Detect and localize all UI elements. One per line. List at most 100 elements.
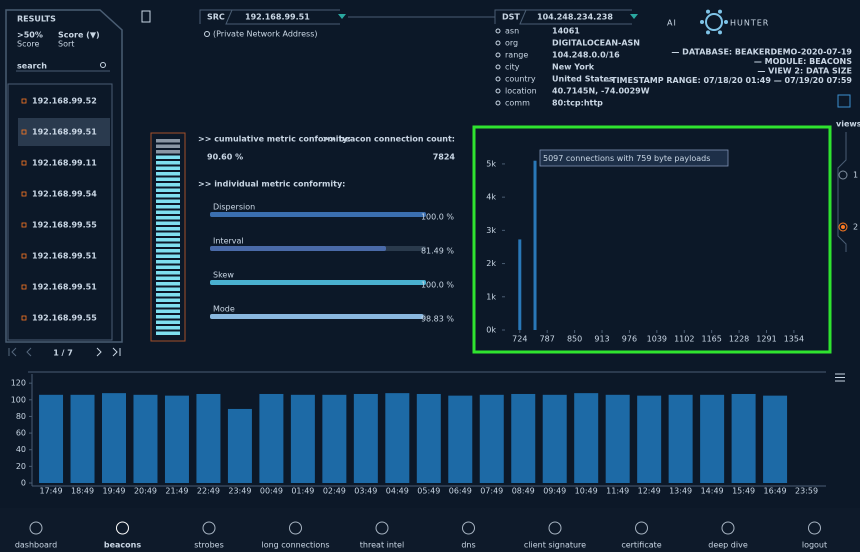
x-tick-label: 08:49: [512, 487, 535, 496]
y-tick-label: 80: [16, 412, 26, 421]
x-tick-label: 1354: [784, 335, 804, 344]
nav-item[interactable]: beacons: [104, 541, 141, 550]
detail-bullet: [495, 28, 501, 34]
result-ip[interactable]: 192.168.99.55: [32, 314, 97, 323]
logo-left: AI: [667, 19, 677, 28]
result-ip[interactable]: 192.168.99.51: [32, 128, 97, 137]
nav-icon[interactable]: [116, 521, 129, 535]
result-ip[interactable]: 192.168.99.55: [32, 221, 97, 230]
gauge-segment: [156, 166, 180, 170]
x-tick-label: 724: [512, 335, 527, 344]
nav-item[interactable]: certificate: [621, 541, 661, 550]
view-option[interactable]: [838, 170, 848, 180]
result-ip[interactable]: 192.168.99.52: [32, 97, 97, 106]
bar: [637, 395, 662, 483]
gauge-segment: [156, 227, 180, 231]
nav-icon[interactable]: [548, 521, 562, 535]
search-input[interactable]: search: [17, 62, 47, 71]
bar: [290, 394, 315, 483]
src-filter-icon[interactable]: [338, 14, 346, 19]
nav-item[interactable]: strobes: [194, 541, 223, 550]
bar: [133, 394, 158, 483]
src-note: (Private Network Address): [213, 30, 317, 39]
gauge-segment: [156, 144, 180, 148]
gauge-segment: [156, 150, 180, 154]
nav-item[interactable]: dashboard: [15, 541, 57, 550]
result-ip[interactable]: 192.168.99.11: [32, 159, 97, 168]
gauge-segment: [156, 320, 180, 324]
detail-value: New York: [552, 63, 595, 72]
histogram-bar: [518, 239, 522, 330]
cumulative-value: 90.60 %: [207, 153, 243, 162]
x-tick-label: 787: [540, 335, 555, 344]
y-tick-label: 100: [11, 395, 26, 404]
gauge-segment: [156, 309, 180, 313]
detail-value: United States: [552, 75, 614, 84]
detail-key: city: [505, 63, 520, 72]
page-next[interactable]: [96, 347, 102, 357]
list-view-button[interactable]: [837, 94, 851, 108]
nav-icon[interactable]: [375, 521, 389, 535]
bar: [511, 393, 536, 483]
filter-value[interactable]: >50%: [17, 31, 43, 40]
logo-icon-node: [724, 20, 728, 24]
nav-item[interactable]: logout: [802, 541, 827, 550]
detail-value: 40.7145N, -74.0029W: [552, 87, 650, 96]
x-tick-label: 11:49: [606, 487, 629, 496]
dst-filter-icon[interactable]: [630, 14, 638, 19]
row-bullet: [21, 98, 27, 104]
nav-icon[interactable]: [202, 521, 216, 535]
detail-value: 14061: [552, 27, 580, 36]
gauge-segment: [156, 238, 180, 242]
gauge-segment: [156, 139, 180, 143]
nav-icon[interactable]: [462, 521, 475, 535]
nav-item[interactable]: long connections: [261, 541, 329, 550]
gauge-segment: [156, 243, 180, 247]
filter-value[interactable]: Score (▼): [58, 31, 100, 40]
bar: [259, 393, 284, 483]
view-option[interactable]: [838, 222, 848, 232]
bar: [39, 394, 64, 483]
nav-item[interactable]: client signature: [524, 541, 586, 550]
individual-label: >> individual metric conformity:: [198, 180, 345, 189]
page-prev[interactable]: [26, 347, 32, 357]
gauge-segment: [156, 271, 180, 275]
x-tick-label: 1102: [674, 335, 694, 344]
views-rail: [837, 132, 847, 252]
x-tick-label: 10:49: [575, 487, 598, 496]
nav-icon[interactable]: [808, 521, 821, 535]
result-ip[interactable]: 192.168.99.54: [32, 190, 97, 199]
dst-label: DST: [502, 13, 520, 22]
logo-icon-node: [706, 9, 710, 14]
cumulative-label: >> cumulative metric conformity:: [198, 135, 351, 144]
views-label: views: [836, 120, 860, 129]
result-ip[interactable]: 192.168.99.51: [32, 283, 97, 292]
page-first[interactable]: [8, 347, 17, 357]
nav-icon[interactable]: [29, 521, 43, 535]
page-last[interactable]: [112, 347, 121, 357]
gauge-segment: [156, 221, 180, 225]
detail-bullet: [495, 40, 501, 46]
metric-value: 100.0 %: [421, 281, 454, 290]
bar: [416, 393, 441, 483]
gauge-segment: [156, 326, 180, 330]
nav-icon[interactable]: [289, 521, 302, 535]
detail-bullet: [495, 100, 501, 106]
y-tick-label: 2k: [486, 259, 496, 268]
metric-value: 98.83 %: [421, 315, 454, 324]
nav-icon[interactable]: [635, 521, 648, 535]
x-tick-label: 13:49: [669, 487, 692, 496]
metric-name: Skew: [213, 271, 234, 280]
result-ip[interactable]: 192.168.99.51: [32, 252, 97, 261]
gauge-segment: [156, 155, 180, 159]
nav-item[interactable]: threat intel: [360, 541, 404, 550]
nav-icon[interactable]: [721, 521, 735, 535]
src-ip: 192.168.99.51: [245, 13, 310, 22]
row-bullet: [21, 222, 27, 228]
nav-item[interactable]: deep dive: [708, 541, 748, 550]
src-frame: [199, 9, 340, 25]
x-tick-label: 06:49: [449, 487, 472, 496]
metric-name: Dispersion: [213, 203, 255, 212]
gauge-segment: [156, 265, 180, 269]
nav-item[interactable]: dns: [461, 541, 475, 550]
